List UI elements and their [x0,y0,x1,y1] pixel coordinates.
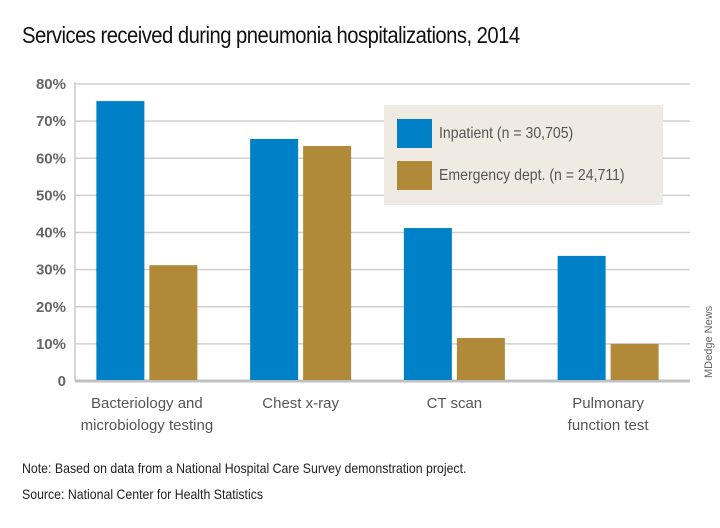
note-text: Based on data from a National Hospital C… [51,460,467,476]
bar-inpatient [557,255,606,380]
bar-inpatient [403,228,452,380]
source-line: Source: National Center for Health Stati… [22,486,263,502]
x-tick-label: Bacteriology and [91,395,203,412]
x-tick-label: CT scan [427,395,483,412]
x-tick-label: microbiology testing [81,417,214,434]
y-tick-label: 70% [36,113,66,130]
y-tick-label: 40% [36,225,66,242]
legend-label-emergency: Emergency dept. (n = 24,711) [439,166,625,184]
legend-label-inpatient: Inpatient (n = 30,705) [439,124,574,142]
legend-item-emergency: Emergency dept. (n = 24,711) [397,161,650,190]
bar-emergency [610,343,659,380]
y-tick-label: 50% [36,187,66,204]
legend-item-inpatient: Inpatient (n = 30,705) [397,119,592,148]
y-tick-label: 80% [36,76,66,93]
legend-swatch-inpatient [397,119,432,148]
bar-inpatient [250,138,299,380]
x-tick-label: function test [568,417,650,434]
chart-title: Services received during pneumonia hospi… [22,22,520,48]
bar-emergency [149,265,198,380]
y-tick-label: 20% [36,299,66,316]
y-tick-label: 60% [36,150,66,167]
footnote: Note: Based on data from a National Hosp… [22,460,466,476]
legend-swatch-emergency [397,161,432,190]
source-text: National Center for Health Statistics [64,486,264,502]
bar-emergency [456,337,505,380]
legend: Inpatient (n = 30,705) Emergency dept. (… [384,105,663,205]
credit: MDedge News [703,305,715,378]
x-tick-label: Chest x-ray [262,395,339,412]
bar-emergency [303,145,352,380]
y-tick-label: 10% [36,336,66,353]
y-tick-label: 30% [36,262,66,279]
y-tick-label: 0 [58,373,66,390]
note-label: Note: [22,460,52,476]
source-label: Source: [22,486,65,502]
bar-inpatient [96,101,145,380]
x-tick-label: Pulmonary [572,395,644,412]
